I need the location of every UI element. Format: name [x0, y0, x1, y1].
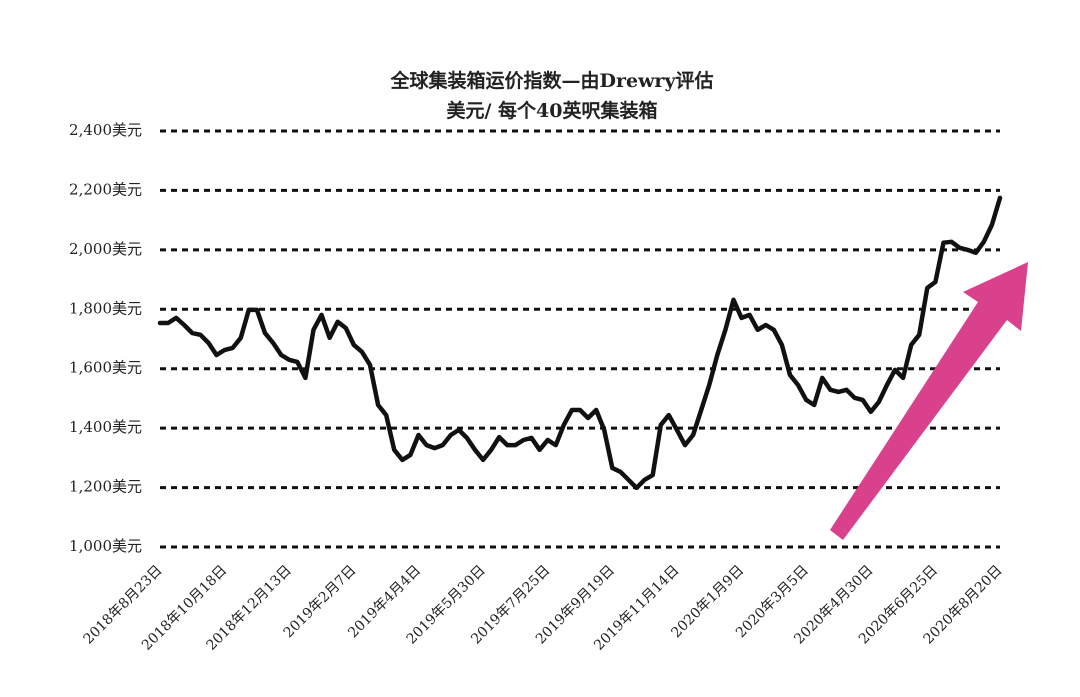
grid	[160, 129, 1000, 549]
y-tick-label: 1,000美元	[69, 537, 142, 555]
plot	[157, 195, 1003, 491]
y-tick-label: 1,400美元	[69, 418, 142, 436]
y-tick-label: 1,800美元	[69, 299, 142, 317]
y-tick-label: 1,600美元	[69, 359, 142, 377]
y-tick-label: 2,400美元	[69, 121, 142, 139]
y-tick-label: 1,200美元	[69, 478, 142, 496]
price-line	[157, 195, 1003, 491]
y-tick-label: 2,000美元	[69, 240, 142, 258]
chart-subtitle: 美元/ 每个40英呎集装箱	[447, 99, 658, 122]
y-tick-label: 2,200美元	[69, 180, 142, 198]
trend-arrow	[830, 262, 1028, 540]
chart-title: 全球集装箱运价指数—由Drewry评估	[390, 69, 714, 92]
